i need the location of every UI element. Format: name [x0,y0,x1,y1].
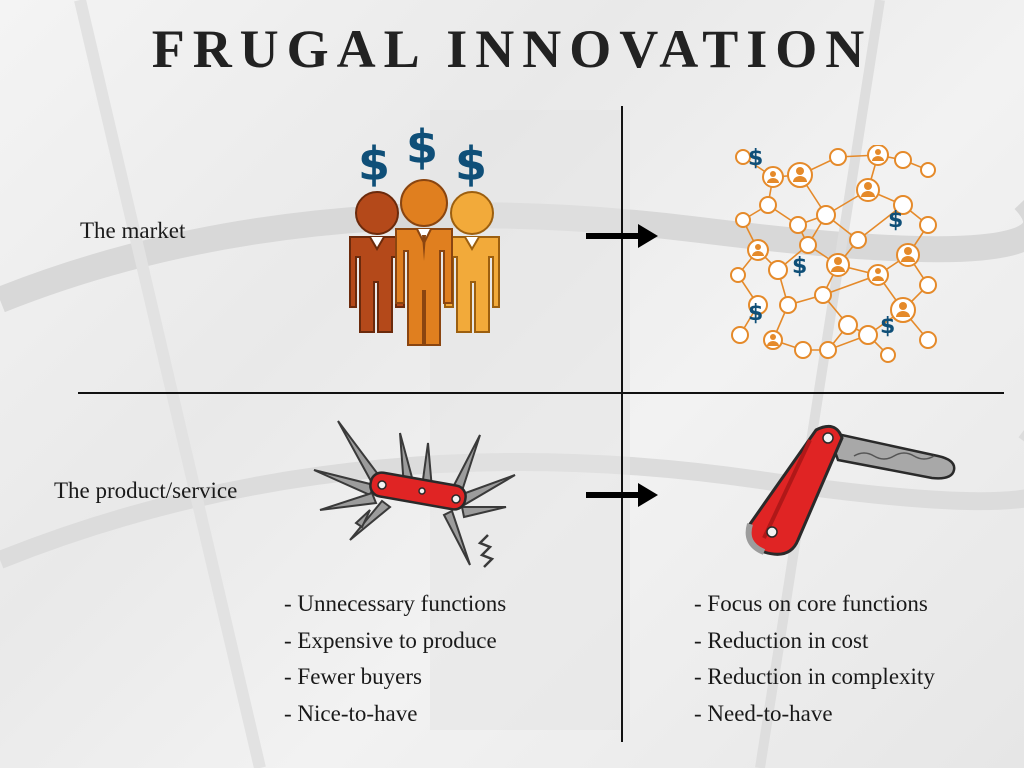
dollar-sign-icon: $ [455,137,487,191]
list-item: - Nice-to-have [284,700,418,726]
person-light-icon [444,191,500,333]
dollar-sign-icon: $ [748,301,763,326]
vertical-divider [621,106,623,742]
pocket-knife-icon [745,424,956,556]
dollar-sign-icon: $ [888,208,903,233]
list-item: - Fewer buyers [284,664,422,689]
product-row-label: The product/service [54,478,238,503]
person-dark-icon [349,191,405,333]
business-people-group-icon: $ $ $ [349,120,500,346]
list-item: - Reduction in cost [694,627,869,653]
right-feature-list: - Focus on core functions - Reduction in… [694,586,935,732]
market-arrow-icon [586,224,658,248]
swiss-army-knife-icon [313,420,516,568]
list-item: - Unnecessary functions [284,591,507,616]
dollar-sign-icon: $ [406,120,438,174]
list-item: - Need-to-have [694,700,833,726]
horizontal-divider [78,392,1004,394]
dollar-sign-icon: $ [880,314,895,339]
dollar-sign-icon: $ [792,254,807,279]
market-row-label: The market [80,218,186,243]
dollar-sign-icon: $ [748,146,763,171]
list-item: - Expensive to produce [284,627,497,653]
social-network-icon: $ $ $ $ $ [730,145,937,363]
dollar-sign-icon: $ [358,137,390,191]
list-item: - Focus on core functions [694,591,928,616]
page-title: FRUGAL INNOVATION [151,19,873,79]
list-item: - Reduction in complexity [694,664,935,689]
person-mid-icon [395,179,453,346]
left-feature-list: - Unnecessary functions - Expensive to p… [284,586,506,732]
product-arrow-icon [586,483,658,507]
